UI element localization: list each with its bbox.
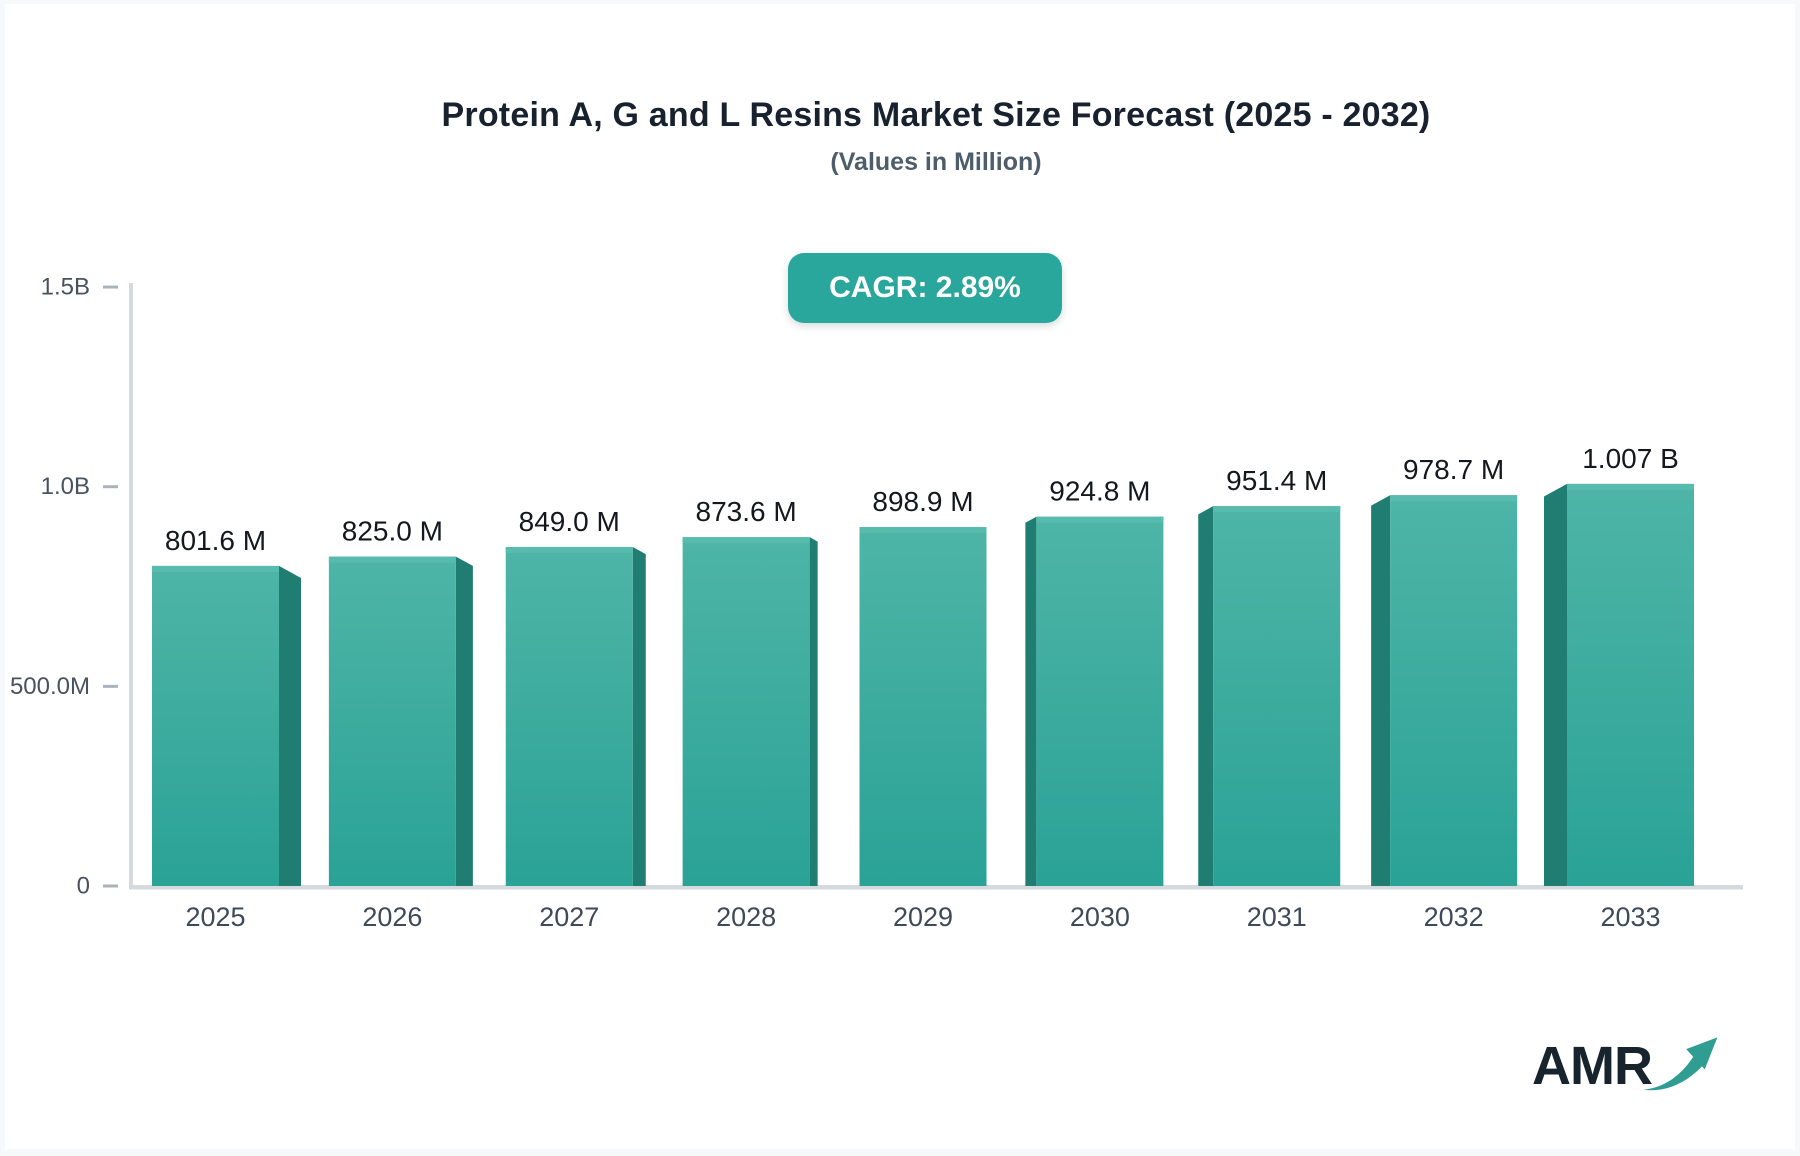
x-axis-label: 2031: [1247, 902, 1307, 932]
bar-side-face: [455, 556, 473, 886]
bar-top-face: [1213, 506, 1341, 513]
y-axis-tick-label: 1.0B: [41, 473, 90, 500]
bar-value-label: 1.007 B: [1582, 443, 1679, 474]
x-axis-label: 2030: [1070, 902, 1130, 932]
x-axis-label: 2026: [362, 902, 422, 932]
x-axis-line: [129, 885, 1743, 890]
bar-value-label: 801.6 M: [165, 525, 266, 556]
bar-top-face: [682, 537, 810, 544]
bar-main-face: [1390, 495, 1518, 886]
bar-group-2031: 951.4 M 2031: [1198, 465, 1341, 932]
cagr-badge: CAGR: 2.89%: [788, 253, 1062, 323]
x-axis-label: 2033: [1600, 902, 1660, 932]
y-axis-tick-label: 1.5B: [41, 274, 90, 301]
y-axis-tick-label: 0: [77, 873, 90, 900]
bar-group-2029: 898.9 M 2029: [859, 486, 987, 932]
bar-top-face: [1390, 495, 1518, 502]
x-axis-label: 2032: [1424, 902, 1484, 932]
x-axis-label: 2027: [539, 902, 599, 932]
bar-main-face: [1567, 483, 1694, 886]
bar-group-2033: 1.007 B 2033: [1544, 443, 1694, 932]
bar-side-face: [632, 546, 646, 886]
bar-value-label: 873.6 M: [696, 496, 797, 527]
bar-side-face: [809, 537, 818, 886]
bar-group-2025: 801.6 M 2025: [152, 525, 301, 932]
bar-top-face: [505, 546, 633, 553]
bar-value-label: 849.0 M: [519, 506, 620, 537]
bar-value-label: 978.7 M: [1403, 454, 1504, 485]
chart-subtitle: (Values in Million): [830, 148, 1042, 176]
x-axis-label: 2028: [716, 902, 776, 932]
chart-title: Protein A, G and L Resins Market Size Fo…: [441, 96, 1431, 134]
bar-group-2028: 873.6 M 2028: [682, 496, 818, 932]
bar-side-face: [1198, 506, 1214, 886]
bar-value-label: 924.8 M: [1049, 476, 1150, 507]
amr-logo-text: AMR: [1532, 1036, 1653, 1096]
bar-side-face: [279, 565, 301, 886]
x-axis-label: 2029: [893, 902, 953, 932]
y-axis-tick-label: 500.0M: [10, 673, 90, 700]
bar-side-face: [1544, 483, 1567, 886]
growth-arrow-icon: [1643, 1037, 1718, 1091]
bar-value-label: 951.4 M: [1226, 465, 1327, 496]
bar-main-face: [1036, 516, 1164, 886]
bar-side-face: [1371, 495, 1391, 886]
bar-group-2027: 849.0 M 2027: [505, 506, 646, 932]
bar-main-face: [328, 556, 456, 886]
bar-group-2030: 924.8 M 2030: [1025, 476, 1164, 932]
bar-main-face: [682, 537, 810, 886]
bar-main-face: [152, 565, 279, 886]
bar-main-face: [505, 546, 633, 886]
amr-logo: AMR: [1532, 1036, 1726, 1098]
bar-main-face: [859, 527, 987, 886]
bar-top-face: [1567, 483, 1694, 490]
bar-value-label: 898.9 M: [872, 486, 973, 517]
bar-value-label: 825.0 M: [342, 516, 443, 547]
bar-top-face: [328, 556, 456, 563]
bar-group-2026: 825.0 M 2026: [328, 516, 473, 932]
bar-group-2032: 978.7 M 2032: [1371, 454, 1518, 932]
bar-side-face: [1025, 516, 1037, 886]
bar-top-face: [1036, 516, 1164, 523]
bar-top-face: [152, 565, 279, 572]
bar-top-face: [859, 527, 987, 534]
bar-main-face: [1213, 506, 1341, 886]
x-axis-label: 2025: [185, 902, 245, 932]
